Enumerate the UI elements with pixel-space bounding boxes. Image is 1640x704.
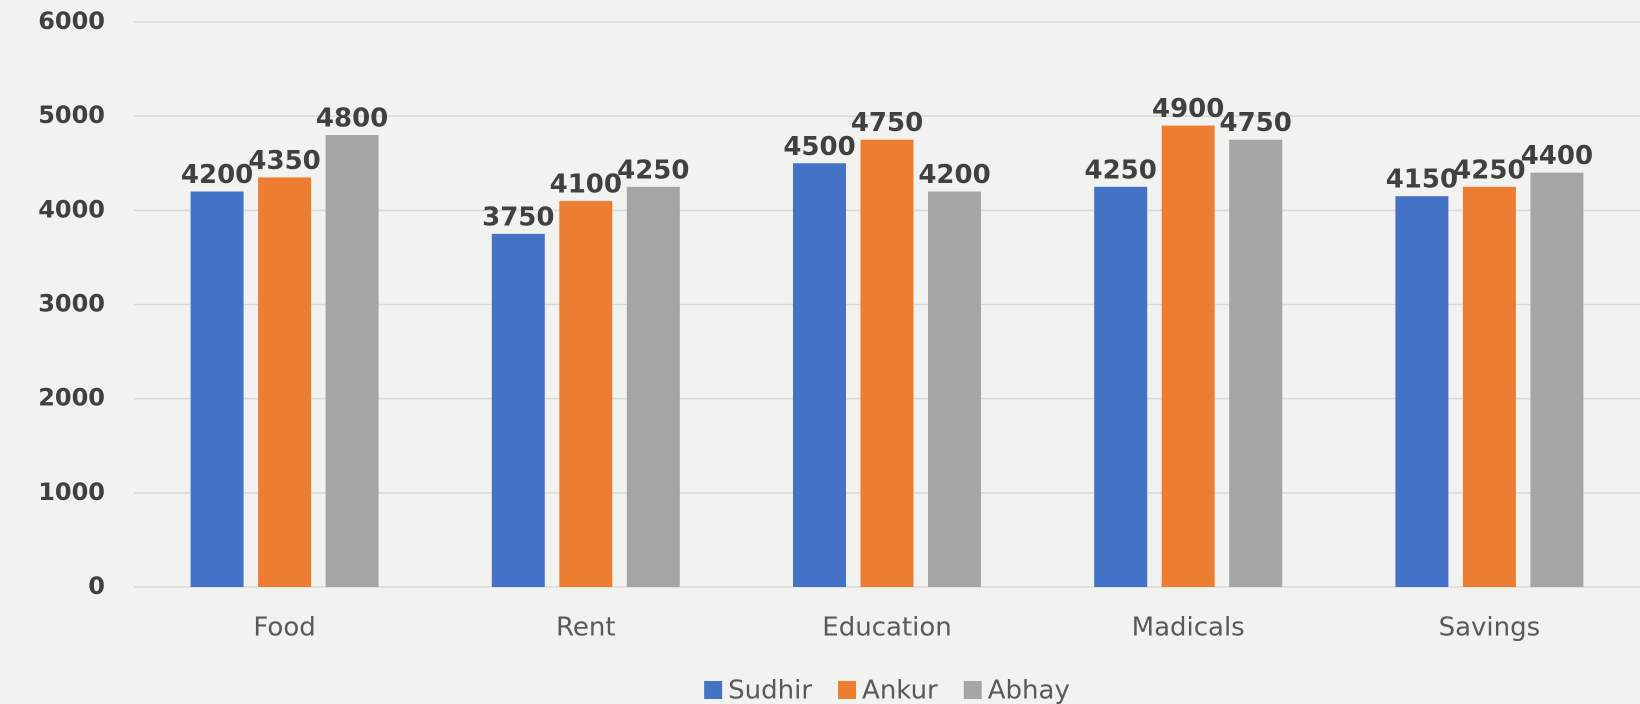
data-label: 4200 — [918, 160, 990, 190]
bar — [559, 201, 612, 587]
data-label: 4500 — [783, 132, 855, 162]
bar — [258, 177, 311, 587]
bar — [1229, 140, 1282, 587]
y-tick-label: 6000 — [38, 7, 105, 35]
data-label: 4400 — [1521, 141, 1593, 171]
data-label: 3750 — [482, 202, 554, 232]
bar — [793, 163, 846, 587]
bar — [1094, 187, 1147, 587]
data-label: 4750 — [851, 108, 923, 138]
bar — [861, 140, 914, 587]
bar — [191, 192, 244, 588]
legend-swatch — [964, 681, 982, 699]
data-label: 4900 — [1152, 94, 1224, 124]
data-label: 4750 — [1220, 108, 1292, 138]
data-label: 4250 — [617, 155, 689, 185]
data-label: 4200 — [181, 160, 253, 190]
bar — [1395, 196, 1448, 587]
legend-label: Ankur — [862, 676, 938, 704]
x-tick-label: Food — [253, 613, 315, 643]
data-label: 4250 — [1453, 155, 1525, 185]
y-tick-label: 5000 — [38, 101, 105, 129]
bar — [928, 192, 981, 588]
chart: 0100020003000400050006000Food42004350480… — [0, 0, 1640, 704]
bar — [1162, 126, 1215, 587]
legend-label: Sudhir — [728, 676, 812, 704]
legend-swatch — [838, 681, 856, 699]
data-label: 4100 — [550, 169, 622, 199]
bar — [326, 135, 379, 587]
y-tick-label: 1000 — [38, 478, 105, 506]
legend-label: Abhay — [988, 676, 1070, 704]
data-label: 4150 — [1386, 165, 1458, 195]
bar — [1530, 173, 1583, 587]
data-label: 4350 — [248, 146, 320, 176]
x-tick-label: Education — [822, 613, 951, 643]
bar — [1463, 187, 1516, 587]
y-tick-label: 0 — [88, 572, 105, 600]
y-tick-label: 2000 — [38, 384, 105, 412]
x-tick-label: Rent — [556, 613, 616, 643]
x-tick-label: Madicals — [1132, 613, 1245, 643]
y-tick-label: 4000 — [38, 195, 105, 223]
data-label: 4250 — [1085, 155, 1157, 185]
data-label: 4800 — [316, 104, 388, 134]
x-tick-label: Savings — [1439, 613, 1541, 643]
legend-swatch — [704, 681, 722, 699]
bar — [492, 234, 545, 587]
y-tick-label: 3000 — [38, 290, 105, 318]
bar — [627, 187, 680, 587]
